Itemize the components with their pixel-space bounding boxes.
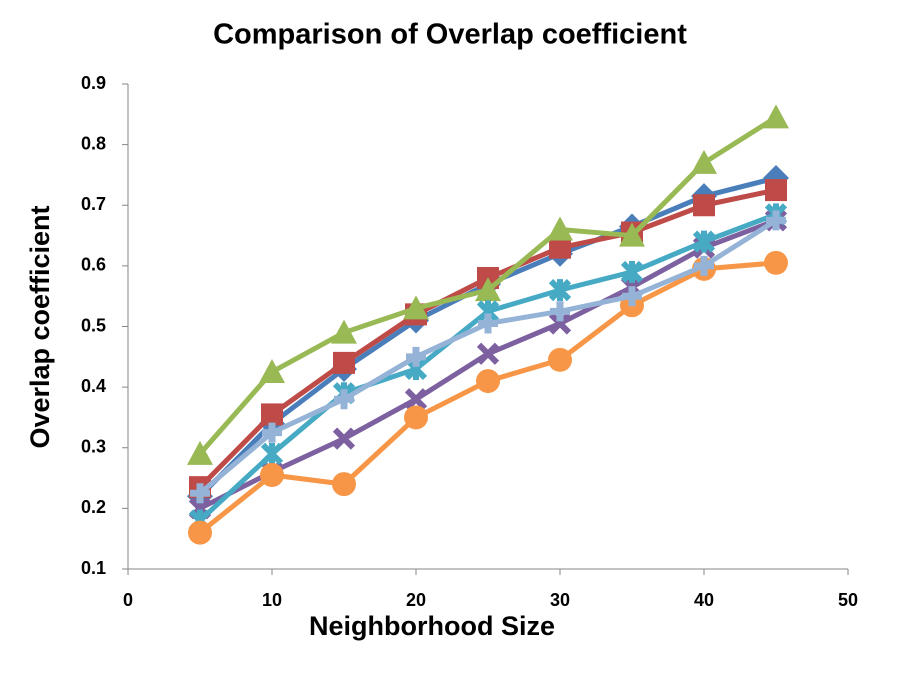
marker [548,312,572,335]
chart-title: Comparison of Overlap coefficient [213,19,687,51]
marker [548,347,572,372]
marker [476,342,500,365]
marker [260,442,284,465]
marker [333,351,355,374]
marker [259,358,285,383]
y-axis-label: Overlap coefficient [25,205,55,448]
marker [693,194,715,217]
marker [404,388,428,411]
marker [406,346,426,367]
marker [622,286,642,307]
y-tick-label: 0.7 [81,194,106,214]
marker [475,277,501,302]
marker [404,405,428,430]
y-tick-label: 0.1 [81,558,106,578]
marker [332,427,356,450]
marker [548,279,572,302]
x-tick-label: 30 [550,590,570,610]
y-tick-label: 0.5 [81,315,106,335]
marker [331,319,357,344]
y-tick-label: 0.8 [81,133,106,153]
marker [332,472,356,497]
y-tick-label: 0.6 [81,255,106,275]
marker [549,236,571,259]
marker [550,301,570,322]
marker [763,104,789,129]
marker [766,210,786,231]
marker [691,149,717,174]
y-tick-label: 0.2 [81,497,106,517]
x-tick-label: 0 [123,590,133,610]
marker [694,255,714,276]
marker [764,250,788,275]
marker [478,313,498,334]
x-axis-label: Neighborhood Size [309,611,555,641]
marker [620,260,644,284]
marker [260,463,284,488]
marker [476,369,500,394]
y-tick-label: 0.4 [81,376,106,396]
y-tick-label: 0.3 [81,437,106,457]
marker [692,230,716,253]
marker [188,520,212,545]
x-tick-label: 40 [694,590,714,610]
marker [403,295,429,320]
x-tick-label: 10 [262,590,282,610]
marker [187,440,213,465]
marker [190,483,210,504]
marker [262,422,282,443]
marker [547,216,573,241]
marker [261,403,283,426]
y-tick-label: 0.9 [81,73,106,93]
marker [765,179,787,202]
x-tick-label: 50 [838,590,858,610]
marker [334,389,354,410]
series-line [198,175,777,499]
marker [619,222,645,247]
x-tick-label: 20 [406,590,426,610]
